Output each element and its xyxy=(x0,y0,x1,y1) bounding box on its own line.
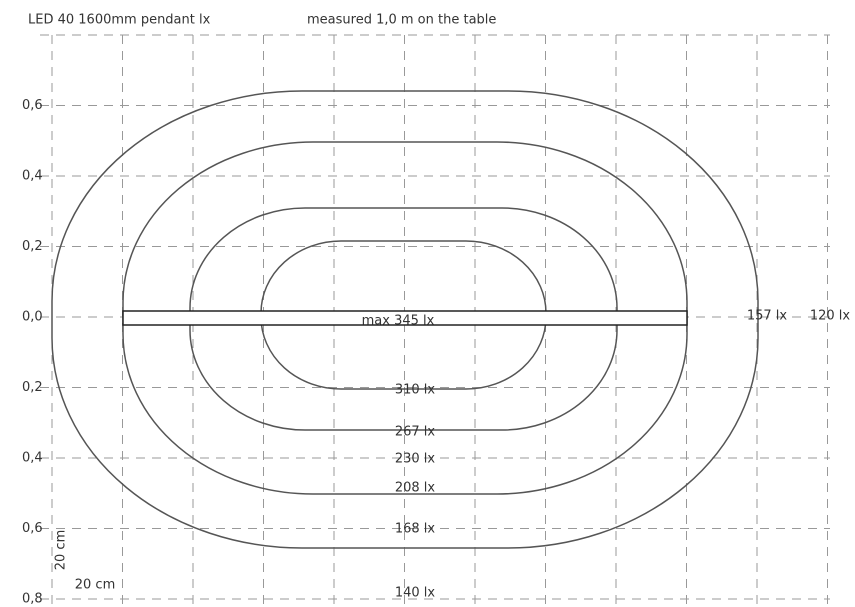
isoline-label: 310 lx xyxy=(395,383,436,398)
isoline-label: 120 lx xyxy=(810,309,851,324)
isoline xyxy=(51,90,759,549)
grid xyxy=(40,34,830,605)
scale-label: 20 cm xyxy=(54,530,69,571)
isoline-label: max 345 lx xyxy=(362,314,435,329)
y-label: 0,0 xyxy=(22,310,43,325)
subtitle: measured 1,0 m on the table xyxy=(307,13,496,28)
isoline-label: 208 lx xyxy=(395,481,436,496)
title: LED 40 1600mm pendant lx xyxy=(28,13,211,28)
luminaire xyxy=(122,310,688,326)
scale-label: 20 cm xyxy=(75,578,116,593)
isoline-label: 157 lx xyxy=(747,309,788,324)
y-label: 0,4 xyxy=(22,169,43,184)
y-label: 0,8 xyxy=(22,592,43,607)
isoline-label: 140 lx xyxy=(395,586,436,601)
y-label: 0,6 xyxy=(22,521,43,536)
isoline-label: 230 lx xyxy=(395,452,436,467)
y-label: 0,2 xyxy=(22,380,43,395)
y-label: 0,4 xyxy=(22,451,43,466)
isoline-label: 267 lx xyxy=(395,425,436,440)
y-label: 0,2 xyxy=(22,239,43,254)
isoline-label: 168 lx xyxy=(395,522,436,537)
y-label: 0,6 xyxy=(22,98,43,113)
